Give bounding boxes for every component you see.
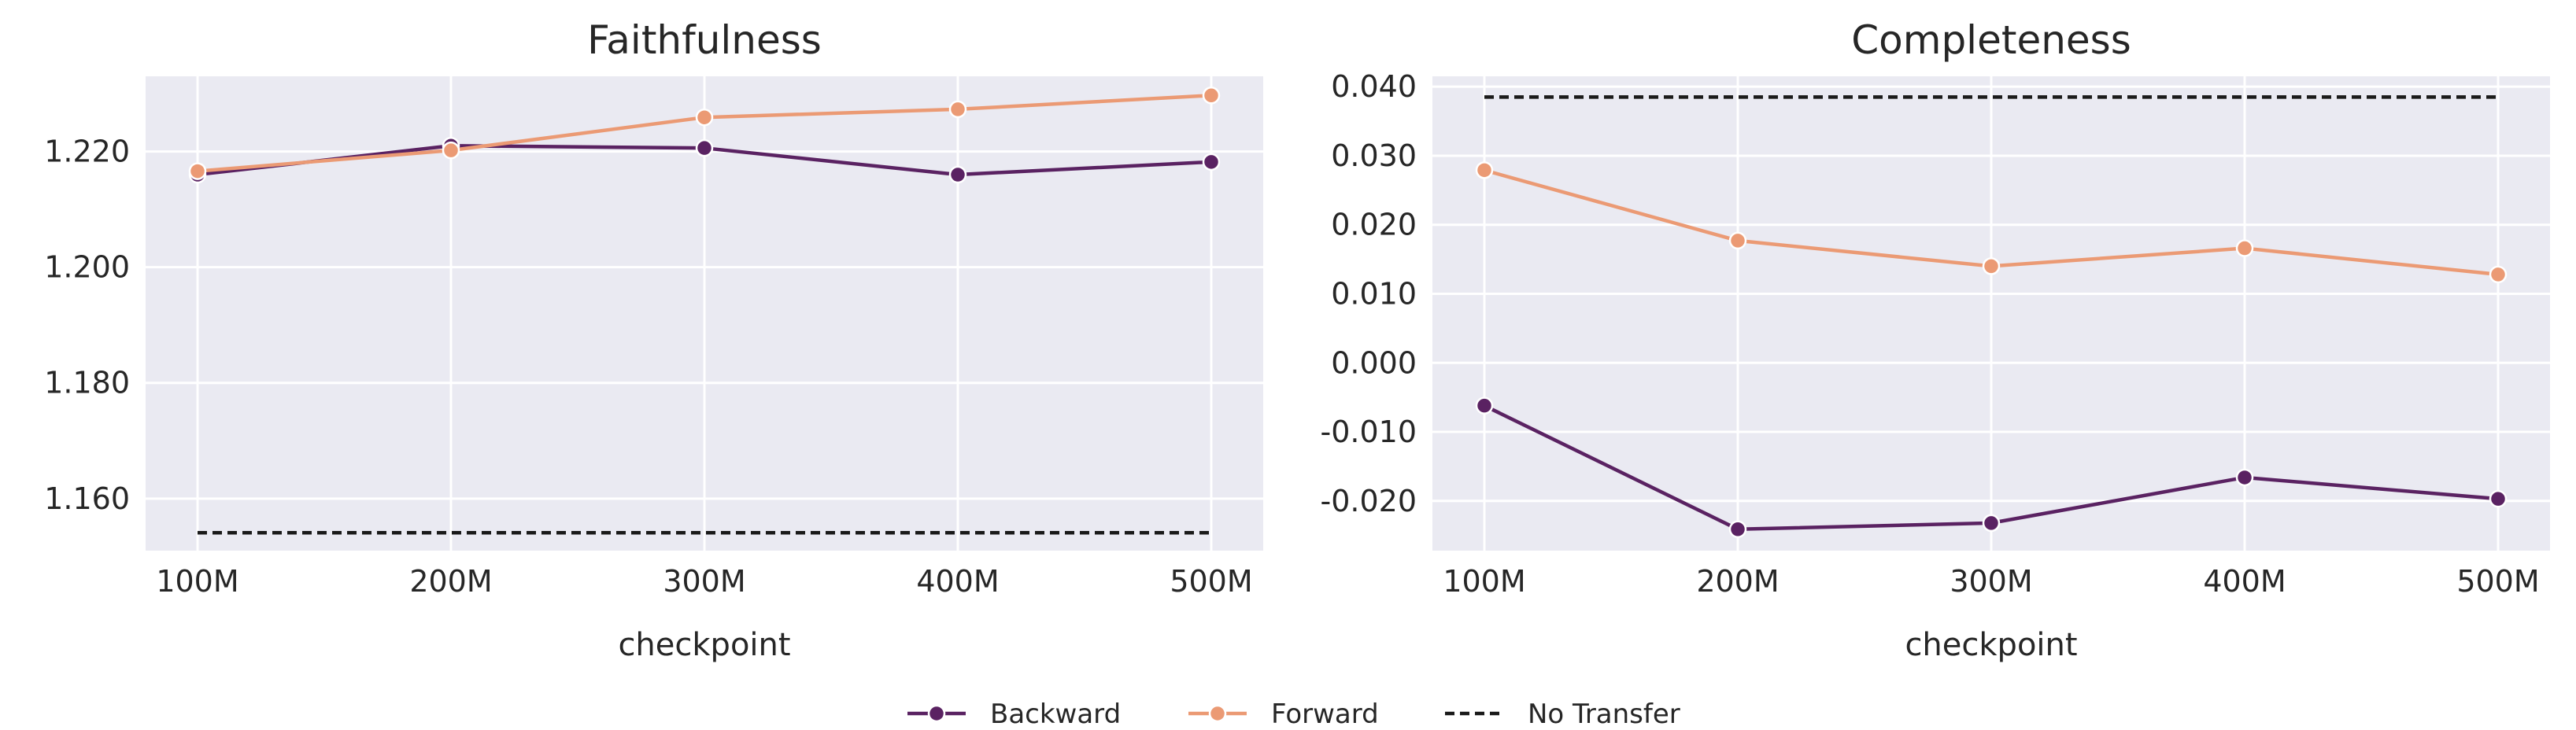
x-tick-label: 200M xyxy=(409,564,492,599)
x-tick-label: 300M xyxy=(663,564,745,599)
legend-forward-marker xyxy=(1208,704,1227,723)
backward-point xyxy=(2489,489,2508,508)
y-tick-label: 1.220 xyxy=(44,135,130,169)
x-tick-label: 300M xyxy=(1950,564,2032,599)
backward-point xyxy=(1202,153,1221,171)
forward-point xyxy=(1202,87,1221,105)
legend-forward-label: Forward xyxy=(1271,699,1379,730)
backward-point xyxy=(2235,468,2254,487)
x-tick-label: 100M xyxy=(1443,564,1525,599)
y-tick-label: 0.040 xyxy=(1331,69,1417,104)
y-tick-label: 0.010 xyxy=(1331,276,1417,311)
forward-point xyxy=(2489,265,2508,284)
faithfulness-title: Faithfulness xyxy=(587,17,822,63)
y-tick-label: 1.160 xyxy=(44,481,130,516)
forward-point xyxy=(2235,239,2254,257)
backward-point xyxy=(695,138,714,157)
y-tick-label: 1.180 xyxy=(44,366,130,400)
legend: Backward Forward No Transfer xyxy=(907,699,1680,730)
forward-point xyxy=(188,162,207,180)
x-tick-label: 400M xyxy=(2203,564,2286,599)
backward-point xyxy=(1982,514,2001,533)
x-tick-label: 200M xyxy=(1696,564,1779,599)
forward-point xyxy=(1728,231,1747,250)
forward-point xyxy=(442,141,460,160)
forward-point xyxy=(1982,257,2001,275)
x-tick-label: 500M xyxy=(1170,564,1252,599)
faithfulness-panel: Faithfulness checkpoint 100M 200M 300M 400M… xyxy=(44,17,1263,663)
y-tick-label: 1.200 xyxy=(44,250,130,285)
forward-point xyxy=(695,108,714,127)
y-tick-label: 0.020 xyxy=(1331,208,1417,242)
legend-no-transfer-label: No Transfer xyxy=(1528,699,1680,730)
legend-backward-marker xyxy=(927,704,946,723)
y-tick-label: 0.030 xyxy=(1331,138,1417,173)
completeness-xlabel: checkpoint xyxy=(1905,627,2077,663)
x-tick-label: 100M xyxy=(156,564,238,599)
faithfulness-xlabel: checkpoint xyxy=(618,627,790,663)
completeness-title: Completeness xyxy=(1851,17,2131,63)
completeness-panel: Completeness checkpoint 100M 200M 300M 400M… xyxy=(1321,17,2550,663)
backward-point xyxy=(1728,520,1747,539)
legend-backward-label: Backward xyxy=(990,699,1121,730)
x-tick-label: 400M xyxy=(916,564,999,599)
x-tick-label: 500M xyxy=(2456,564,2539,599)
forward-point xyxy=(1475,161,1494,179)
backward-point xyxy=(948,165,967,184)
forward-point xyxy=(948,100,967,119)
y-tick-label: -0.010 xyxy=(1321,415,1417,449)
y-tick-label: 0.000 xyxy=(1331,345,1417,380)
backward-point xyxy=(1475,396,1494,415)
y-tick-label: -0.020 xyxy=(1321,484,1417,518)
